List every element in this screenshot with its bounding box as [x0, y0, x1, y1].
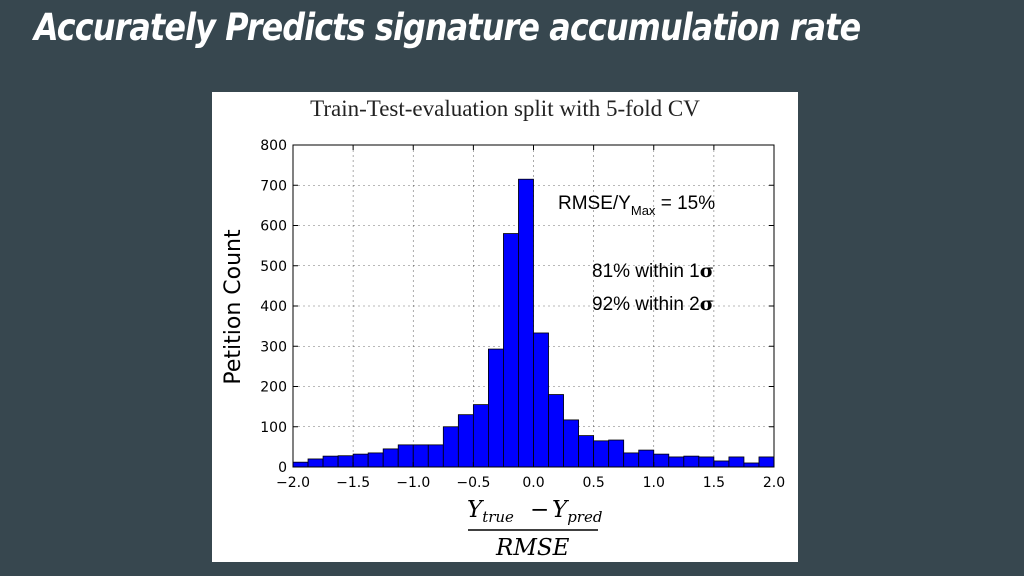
x-axis-label: Ytrue − Ypred RMSE — [467, 497, 602, 561]
histogram-bar — [503, 233, 519, 468]
histogram-bar — [367, 452, 384, 468]
y-axis-label: Petition Count — [221, 229, 246, 385]
chart-panel: Train-Test-evaluation split with 5-fold … — [212, 92, 798, 562]
histogram-bar — [292, 461, 309, 468]
histogram-bar — [623, 452, 640, 468]
y-tick-label: 100 — [260, 420, 287, 436]
y-tick-label: 500 — [260, 259, 287, 275]
x-tick-label: 1.0 — [643, 475, 665, 491]
x-label-denominator: RMSE — [495, 535, 570, 561]
histogram-bar — [638, 449, 655, 468]
within-2-sigma-annotation: 92% within 2σ — [592, 293, 714, 315]
histogram-bar — [472, 404, 489, 468]
histogram-bars — [292, 178, 775, 468]
x-tick-label: 0.0 — [522, 475, 544, 491]
x-tick-label: −0.5 — [456, 475, 490, 491]
histogram-bar — [457, 414, 474, 468]
histogram-bar — [653, 453, 670, 468]
x-tick-labels: −2.0 −1.5 −1.0 −0.5 0.0 0.5 1.0 1.5 2.0 — [276, 475, 785, 491]
rmse-annotation: RMSE/YMax = 15% — [558, 193, 715, 218]
histogram-bar — [397, 444, 414, 468]
histogram-bar — [352, 453, 369, 468]
x-tick-label: 1.5 — [703, 475, 725, 491]
histogram-bar — [593, 440, 610, 468]
histogram-bar — [412, 444, 429, 468]
y-tick-labels: 0 100 200 300 400 500 600 700 800 — [260, 138, 287, 476]
histogram-bar — [608, 439, 625, 468]
x-label-minus: − — [530, 497, 549, 523]
y-tick-label: 300 — [260, 339, 287, 355]
x-tick-label: 0.5 — [582, 475, 604, 491]
tick-marks — [292, 144, 775, 468]
histogram-bar — [548, 394, 564, 468]
x-label-numerator-ypred: Ypred — [552, 497, 602, 526]
y-tick-label: 600 — [260, 219, 287, 235]
y-tick-label: 0 — [278, 460, 287, 476]
histogram-chart: −2.0 −1.5 −1.0 −0.5 0.0 0.5 1.0 1.5 2.0 0 100 200 3… — [221, 138, 785, 561]
histogram-bar — [322, 455, 339, 468]
histogram-bar — [382, 448, 399, 468]
y-tick-label: 400 — [260, 299, 287, 315]
x-tick-label: 2.0 — [763, 475, 785, 491]
within-1-sigma-annotation: 81% within 1σ — [592, 260, 714, 282]
histogram-bar — [713, 460, 730, 468]
histogram-bar — [337, 455, 354, 468]
y-tick-label: 700 — [260, 178, 287, 194]
histogram-bar — [427, 444, 444, 468]
histogram-bar — [758, 456, 775, 468]
x-label-numerator-y: Ytrue — [467, 497, 514, 526]
histogram-bar — [563, 419, 579, 468]
histogram-bar — [578, 435, 595, 468]
x-tick-label: −1.0 — [396, 475, 430, 491]
y-tick-label: 200 — [260, 380, 287, 396]
slide-title: Accurately Predicts signature accumulati… — [34, 6, 861, 49]
x-tick-label: −1.5 — [336, 475, 370, 491]
histogram-bar — [698, 456, 715, 468]
histogram-bar — [442, 426, 459, 468]
chart-subtitle: Train-Test-evaluation split with 5-fold … — [310, 96, 700, 121]
histogram-bar — [683, 455, 700, 468]
histogram-bar — [533, 332, 549, 468]
histogram-bar — [728, 456, 745, 468]
y-tick-label: 800 — [260, 138, 287, 154]
histogram-bar — [518, 178, 534, 468]
histogram-bar — [743, 462, 760, 468]
histogram-bar — [488, 348, 504, 468]
histogram-bar — [307, 458, 324, 468]
x-tick-label: −2.0 — [276, 475, 310, 491]
histogram-bar — [668, 456, 685, 468]
